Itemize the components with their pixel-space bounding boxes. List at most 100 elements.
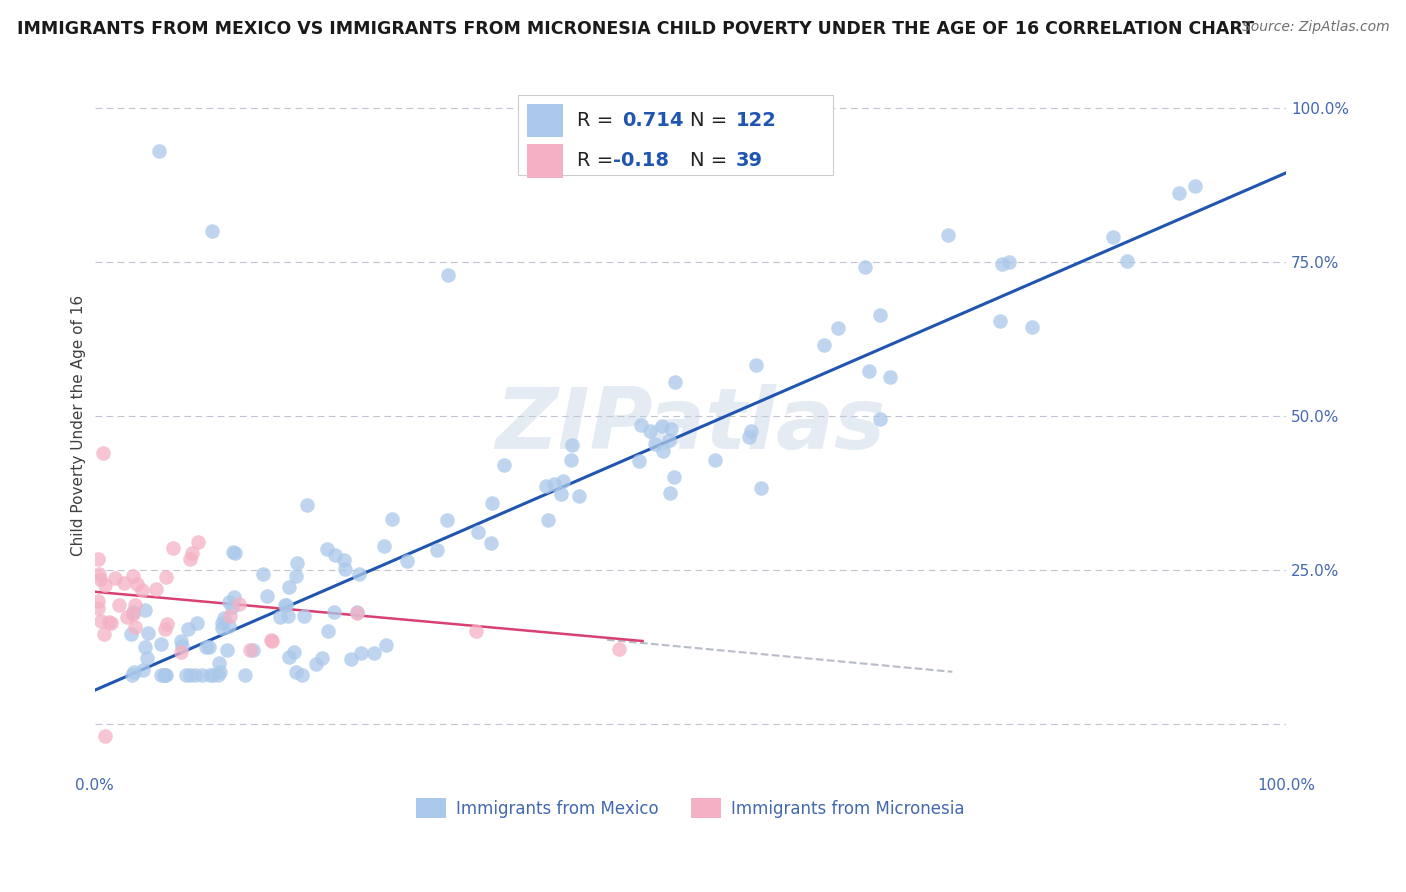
Point: [426, 542, 449, 557]
Text: Source: ZipAtlas.com: Source: ZipAtlas.com: [1241, 20, 1389, 34]
Point: [745, 359, 768, 373]
Point: [87, 600, 110, 615]
Point: [103, 571, 125, 585]
Point: [179, 551, 201, 566]
Point: [186, 615, 208, 630]
Point: [640, 425, 662, 439]
Point: [187, 534, 209, 549]
Point: [117, 610, 139, 624]
Point: [107, 598, 129, 612]
Point: [551, 474, 574, 488]
Point: [318, 624, 340, 639]
Point: [94, 578, 117, 592]
Point: [543, 476, 565, 491]
Point: [145, 582, 167, 596]
Point: [93, 626, 115, 640]
Point: [662, 470, 685, 484]
Point: [170, 634, 193, 648]
Point: [89, 567, 111, 582]
Point: [170, 645, 193, 659]
Point: [568, 490, 591, 504]
Text: ZIPatlas: ZIPatlas: [495, 384, 886, 467]
Point: [134, 640, 156, 654]
Text: 39: 39: [735, 152, 762, 170]
Point: [131, 583, 153, 598]
Point: [94, 730, 117, 744]
Point: [607, 641, 630, 656]
Point: [738, 430, 761, 444]
Point: [224, 545, 246, 559]
Text: -0.18: -0.18: [613, 152, 669, 170]
Point: [100, 616, 122, 631]
Point: [437, 268, 460, 282]
Text: R =: R =: [576, 152, 620, 170]
Point: [162, 541, 184, 556]
FancyBboxPatch shape: [517, 95, 834, 175]
Point: [560, 453, 582, 467]
Point: [235, 668, 257, 682]
Point: [537, 513, 560, 527]
Text: N =: N =: [690, 112, 734, 130]
Point: [120, 626, 142, 640]
Point: [218, 595, 240, 609]
Point: [436, 512, 458, 526]
Point: [122, 665, 145, 680]
Point: [90, 614, 112, 628]
Point: [346, 606, 368, 620]
Point: [550, 487, 572, 501]
Point: [630, 417, 652, 432]
Point: [534, 478, 557, 492]
Point: [827, 321, 849, 335]
Point: [274, 598, 297, 612]
Point: [124, 620, 146, 634]
Point: [155, 668, 177, 682]
Point: [89, 572, 111, 586]
Point: [340, 651, 363, 665]
Point: [132, 663, 155, 677]
Point: [936, 227, 959, 242]
Text: IMMIGRANTS FROM MEXICO VS IMMIGRANTS FROM MICRONESIA CHILD POVERTY UNDER THE AGE: IMMIGRANTS FROM MEXICO VS IMMIGRANTS FRO…: [17, 20, 1254, 37]
Point: [380, 512, 402, 526]
Point: [998, 255, 1021, 269]
Point: [664, 375, 686, 389]
Point: [292, 609, 315, 624]
Point: [242, 643, 264, 657]
Point: [813, 338, 835, 352]
Point: [201, 224, 224, 238]
Point: [184, 668, 207, 682]
Point: [228, 597, 250, 611]
Point: [212, 611, 235, 625]
Point: [652, 444, 675, 458]
Point: [374, 638, 396, 652]
Point: [464, 624, 486, 638]
Point: [277, 609, 299, 624]
Point: [311, 651, 333, 665]
Point: [373, 539, 395, 553]
Text: R =: R =: [576, 112, 620, 130]
Point: [136, 626, 159, 640]
Point: [222, 591, 245, 605]
Point: [98, 615, 121, 630]
Point: [333, 562, 356, 576]
Point: [323, 606, 346, 620]
Point: [396, 554, 419, 568]
Point: [659, 486, 682, 500]
Point: [644, 437, 666, 451]
Point: [283, 645, 305, 659]
Point: [252, 567, 274, 582]
Point: [297, 498, 319, 512]
Point: [87, 551, 110, 566]
Point: [121, 606, 143, 620]
Point: [323, 548, 346, 562]
Point: [879, 370, 901, 384]
Point: [211, 615, 233, 630]
Point: [124, 599, 146, 613]
Point: [155, 570, 177, 584]
Legend: Immigrants from Mexico, Immigrants from Micronesia: Immigrants from Mexico, Immigrants from …: [409, 792, 972, 824]
Point: [1115, 254, 1137, 268]
Point: [333, 553, 356, 567]
Point: [148, 145, 170, 159]
Point: [201, 668, 224, 682]
Point: [112, 576, 135, 591]
Point: [153, 622, 176, 636]
